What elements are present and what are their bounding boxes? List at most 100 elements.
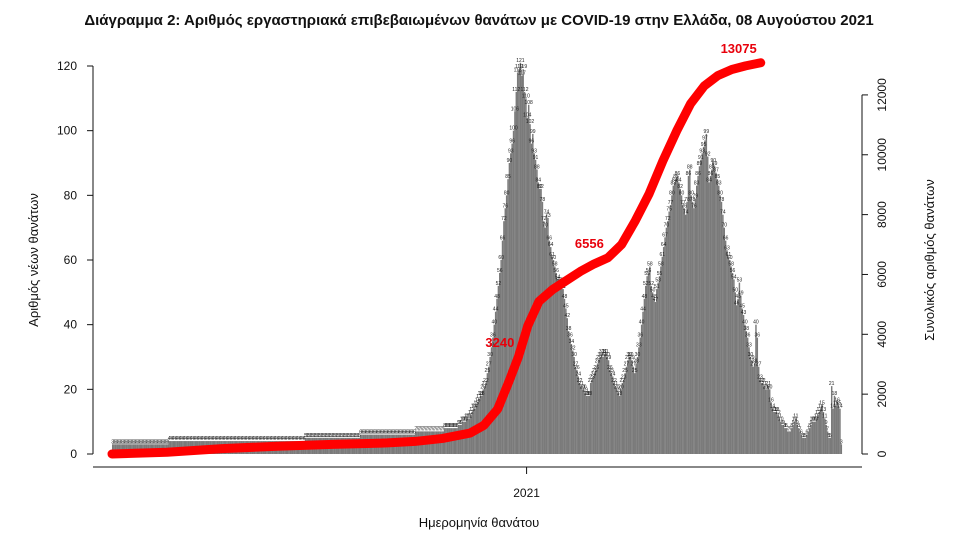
bar xyxy=(723,227,725,454)
bar xyxy=(678,182,680,454)
bar-value-label: 5 xyxy=(308,433,311,439)
bar-value-label: 3 xyxy=(126,439,129,445)
bar-value-label: 4 xyxy=(294,436,297,442)
bar xyxy=(561,285,563,454)
bar xyxy=(621,382,624,454)
bar xyxy=(639,337,641,454)
bar-value-label: 4 xyxy=(180,436,183,442)
bar xyxy=(559,282,562,454)
bar-value-label: 90 xyxy=(710,158,716,164)
bar-value-label: 14 xyxy=(770,404,776,410)
bar-value-label: 30 xyxy=(600,352,606,358)
bar-value-label: 3 xyxy=(124,439,127,445)
bar xyxy=(627,360,629,454)
bar xyxy=(562,289,564,454)
bar-value-label: 8 xyxy=(446,423,449,429)
bar-value-label: 7 xyxy=(425,426,428,432)
bar-value-label: 3 xyxy=(162,439,165,445)
bar xyxy=(810,424,812,454)
bar-value-label: 3 xyxy=(128,439,131,445)
bar-value-label: 11 xyxy=(793,413,798,419)
bar-value-label: 3 xyxy=(133,439,136,445)
bar-value-label: 4 xyxy=(195,436,198,442)
bar xyxy=(618,395,621,454)
bar-value-label: 7 xyxy=(807,426,810,432)
bar-value-label: 4 xyxy=(173,436,176,442)
bar xyxy=(544,227,546,454)
bar xyxy=(494,311,497,454)
bar-value-label: 25 xyxy=(592,368,598,374)
bar-value-label: 55 xyxy=(644,271,650,277)
bar-value-label: 7 xyxy=(434,426,437,432)
bar xyxy=(763,386,765,454)
bar xyxy=(492,337,494,454)
bar-value-label: 10 xyxy=(778,417,784,423)
bar-value-label: 7 xyxy=(414,426,417,432)
left-axis-tick-label: 40 xyxy=(64,318,78,332)
bar-value-label: 4 xyxy=(234,436,237,442)
bar-value-label: 3 xyxy=(120,439,123,445)
bar-value-label: 6 xyxy=(401,430,404,436)
bar xyxy=(636,357,639,454)
bar-value-label: 63 xyxy=(724,245,730,251)
bar-value-label: 89 xyxy=(697,161,703,167)
bar-value-label: 70 xyxy=(542,223,548,229)
bar-value-label: 27 xyxy=(750,362,756,368)
bar-value-label: 5 xyxy=(356,433,359,439)
bar xyxy=(833,395,836,454)
bar-value-label: 5 xyxy=(321,433,324,439)
bar-value-label: 5 xyxy=(350,433,353,439)
bar xyxy=(599,357,602,454)
bar-value-label: 18 xyxy=(586,391,592,397)
bar-value-label: 4 xyxy=(206,436,209,442)
bar-value-label: 56 xyxy=(646,268,652,274)
bar-value-label: 26 xyxy=(607,365,613,371)
bar-value-label: 74 xyxy=(544,210,550,216)
bar-value-label: 4 xyxy=(226,436,229,442)
bar xyxy=(780,421,782,454)
bar-value-label: 6 xyxy=(399,430,402,436)
bar xyxy=(616,389,618,454)
bar xyxy=(489,357,491,454)
bar-value-label: 3 xyxy=(115,439,118,445)
bar-value-label: 77 xyxy=(668,200,674,206)
bar-value-label: 3 xyxy=(122,439,125,445)
bar-value-label: 45 xyxy=(739,304,745,310)
bar xyxy=(815,418,818,454)
bar-value-label: 3 xyxy=(144,439,147,445)
bar-value-label: 6 xyxy=(376,430,379,436)
bar xyxy=(588,395,591,454)
bar xyxy=(802,437,804,454)
bar xyxy=(731,272,734,454)
bar xyxy=(764,389,767,454)
bar-value-label: 4 xyxy=(198,436,201,442)
bar-value-label: 40 xyxy=(753,320,759,326)
bar-value-label: 4 xyxy=(224,436,227,442)
bar-value-label: 6 xyxy=(412,430,415,436)
bar-value-label: 36 xyxy=(490,333,496,339)
bar xyxy=(682,205,684,454)
bar-value-label: 33 xyxy=(746,342,752,348)
bar-value-label: 12 xyxy=(775,410,781,416)
bar-value-label: 15 xyxy=(474,401,480,407)
bar xyxy=(500,260,502,454)
bar xyxy=(759,379,761,454)
bar xyxy=(585,395,588,454)
bar xyxy=(683,208,686,454)
bar-value-label: 83 xyxy=(694,181,700,187)
bar-value-label: 38 xyxy=(566,326,572,332)
bar-value-label: 18 xyxy=(584,391,590,397)
bar xyxy=(686,201,688,454)
bar-value-label: 112 xyxy=(512,87,520,93)
bar-value-label: 24 xyxy=(575,371,581,377)
bar-value-label: 86 xyxy=(686,171,692,177)
bar-value-label: 99 xyxy=(530,129,536,135)
bar xyxy=(687,175,690,454)
bar-value-label: 6 xyxy=(385,430,388,436)
bar xyxy=(749,357,752,454)
bar-value-label: 10 xyxy=(792,417,798,423)
bar xyxy=(526,117,529,454)
bar xyxy=(503,221,505,454)
bar-labels-group: 3333333333333333333333333333333333333333… xyxy=(111,58,843,446)
bar-value-label: 93 xyxy=(699,148,705,154)
